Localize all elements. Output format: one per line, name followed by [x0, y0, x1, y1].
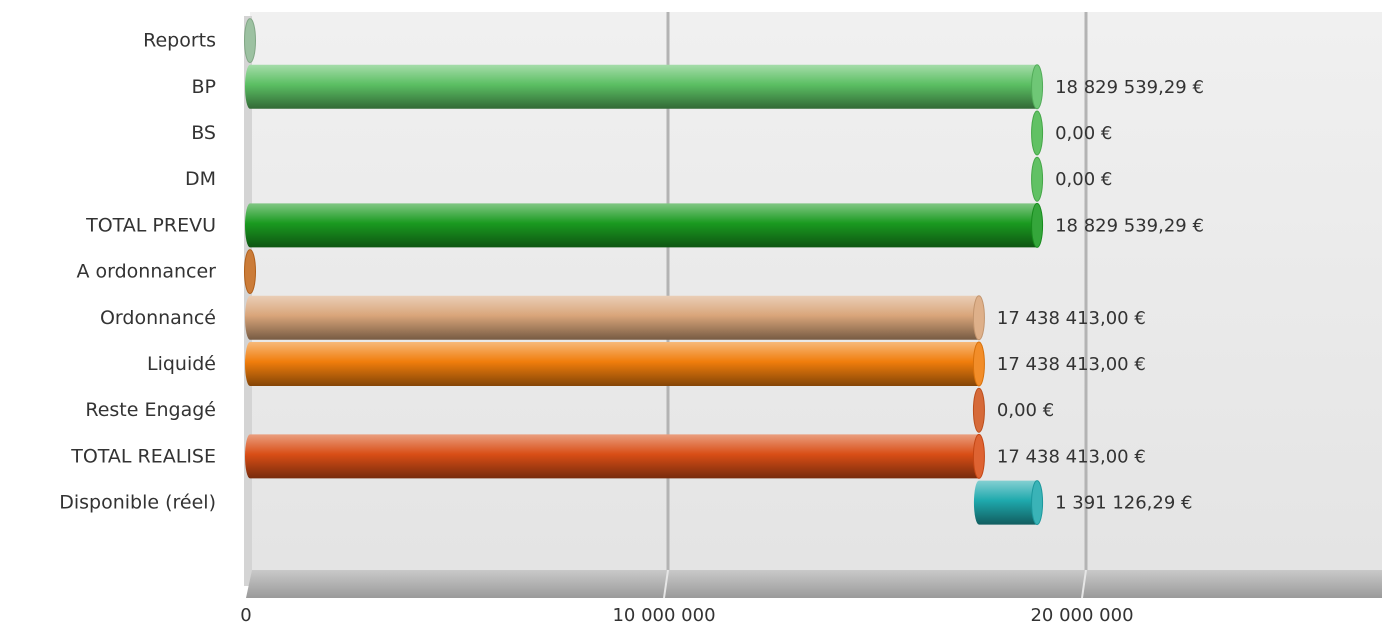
bar-cap	[1031, 64, 1044, 110]
bar-ordonnance	[245, 295, 985, 341]
value-labels: 18 829 539,29 € 0,00 € 0,00 € 18 829 539,29…	[997, 77, 1204, 514]
category-label: Reports	[143, 30, 216, 52]
bar-a-ordonnancer	[244, 249, 256, 295]
data-label: 17 438 413,00 €	[997, 446, 1146, 467]
category-label: BS	[191, 122, 216, 144]
category-label: DM	[185, 168, 216, 190]
bar-cap	[972, 295, 985, 341]
bar-body	[245, 295, 979, 340]
x-tick-label: 0	[240, 605, 251, 626]
bar-cap	[1031, 202, 1044, 248]
category-label: TOTAL REALISE	[70, 445, 216, 467]
bar-cap	[1031, 156, 1044, 202]
category-label: BP	[192, 76, 217, 98]
bar-total-prevu	[245, 202, 1044, 248]
bar-body	[245, 203, 1038, 248]
bar-body	[245, 434, 979, 479]
bar-dm	[1031, 156, 1044, 202]
bar-cap	[1031, 110, 1044, 156]
floor-gridline	[1081, 569, 1087, 599]
data-label: 0,00 €	[1055, 123, 1112, 144]
data-label: 1 391 126,29 €	[1055, 493, 1192, 514]
bar-liquide	[245, 341, 985, 387]
category-label: Reste Engagé	[85, 399, 216, 421]
x-tick-label: 10 000 000	[612, 605, 715, 626]
data-label: 18 829 539,29 €	[1055, 77, 1204, 98]
bar-disponible-reel	[973, 480, 1044, 526]
category-label: Ordonnancé	[100, 307, 216, 329]
floor	[246, 570, 1382, 598]
category-label: A ordonnancer	[76, 261, 216, 283]
bar-cap	[244, 249, 256, 295]
bar-body	[245, 64, 1038, 109]
bars	[244, 18, 1044, 526]
data-label: 18 829 539,29 €	[1055, 215, 1204, 236]
bar-body	[973, 480, 1038, 525]
bar-reports	[244, 18, 256, 64]
bar-bp	[245, 64, 1044, 110]
bar-cap	[972, 387, 985, 433]
bar-cap	[1031, 480, 1044, 526]
bar-cap	[972, 341, 985, 387]
bar-total-realise	[245, 433, 985, 479]
category-label: Liquidé	[147, 353, 216, 375]
category-labels: Reports BP BS DM TOTAL PREVU A ordonnancer Ord…	[59, 30, 216, 514]
bar-cap	[972, 433, 985, 479]
bar-bs	[1031, 110, 1044, 156]
floor-gridline	[663, 569, 669, 599]
bar-cap	[244, 18, 256, 64]
category-label: Disponible (réel)	[59, 492, 216, 514]
x-tick-labels: 0 10 000 000 20 000 000	[240, 605, 1133, 626]
data-label: 17 438 413,00 €	[997, 308, 1146, 329]
bar-reste-engage	[972, 387, 985, 433]
data-label: 0,00 €	[997, 400, 1054, 421]
data-label: 0,00 €	[1055, 169, 1112, 190]
x-tick-label: 20 000 000	[1030, 605, 1133, 626]
bar-body	[245, 342, 979, 386]
data-label: 17 438 413,00 €	[997, 354, 1146, 375]
category-label: TOTAL PREVU	[85, 214, 216, 236]
